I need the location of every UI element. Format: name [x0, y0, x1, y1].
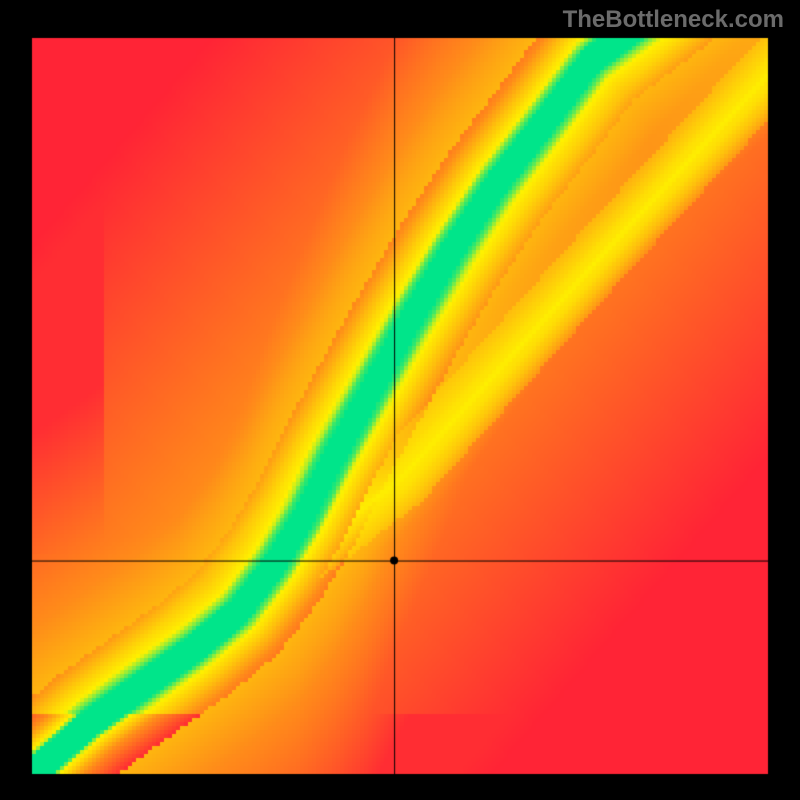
- watermark-text: TheBottleneck.com: [563, 6, 784, 34]
- chart-container: TheBottleneck.com: [0, 0, 800, 800]
- heatmap-canvas: [0, 0, 800, 800]
